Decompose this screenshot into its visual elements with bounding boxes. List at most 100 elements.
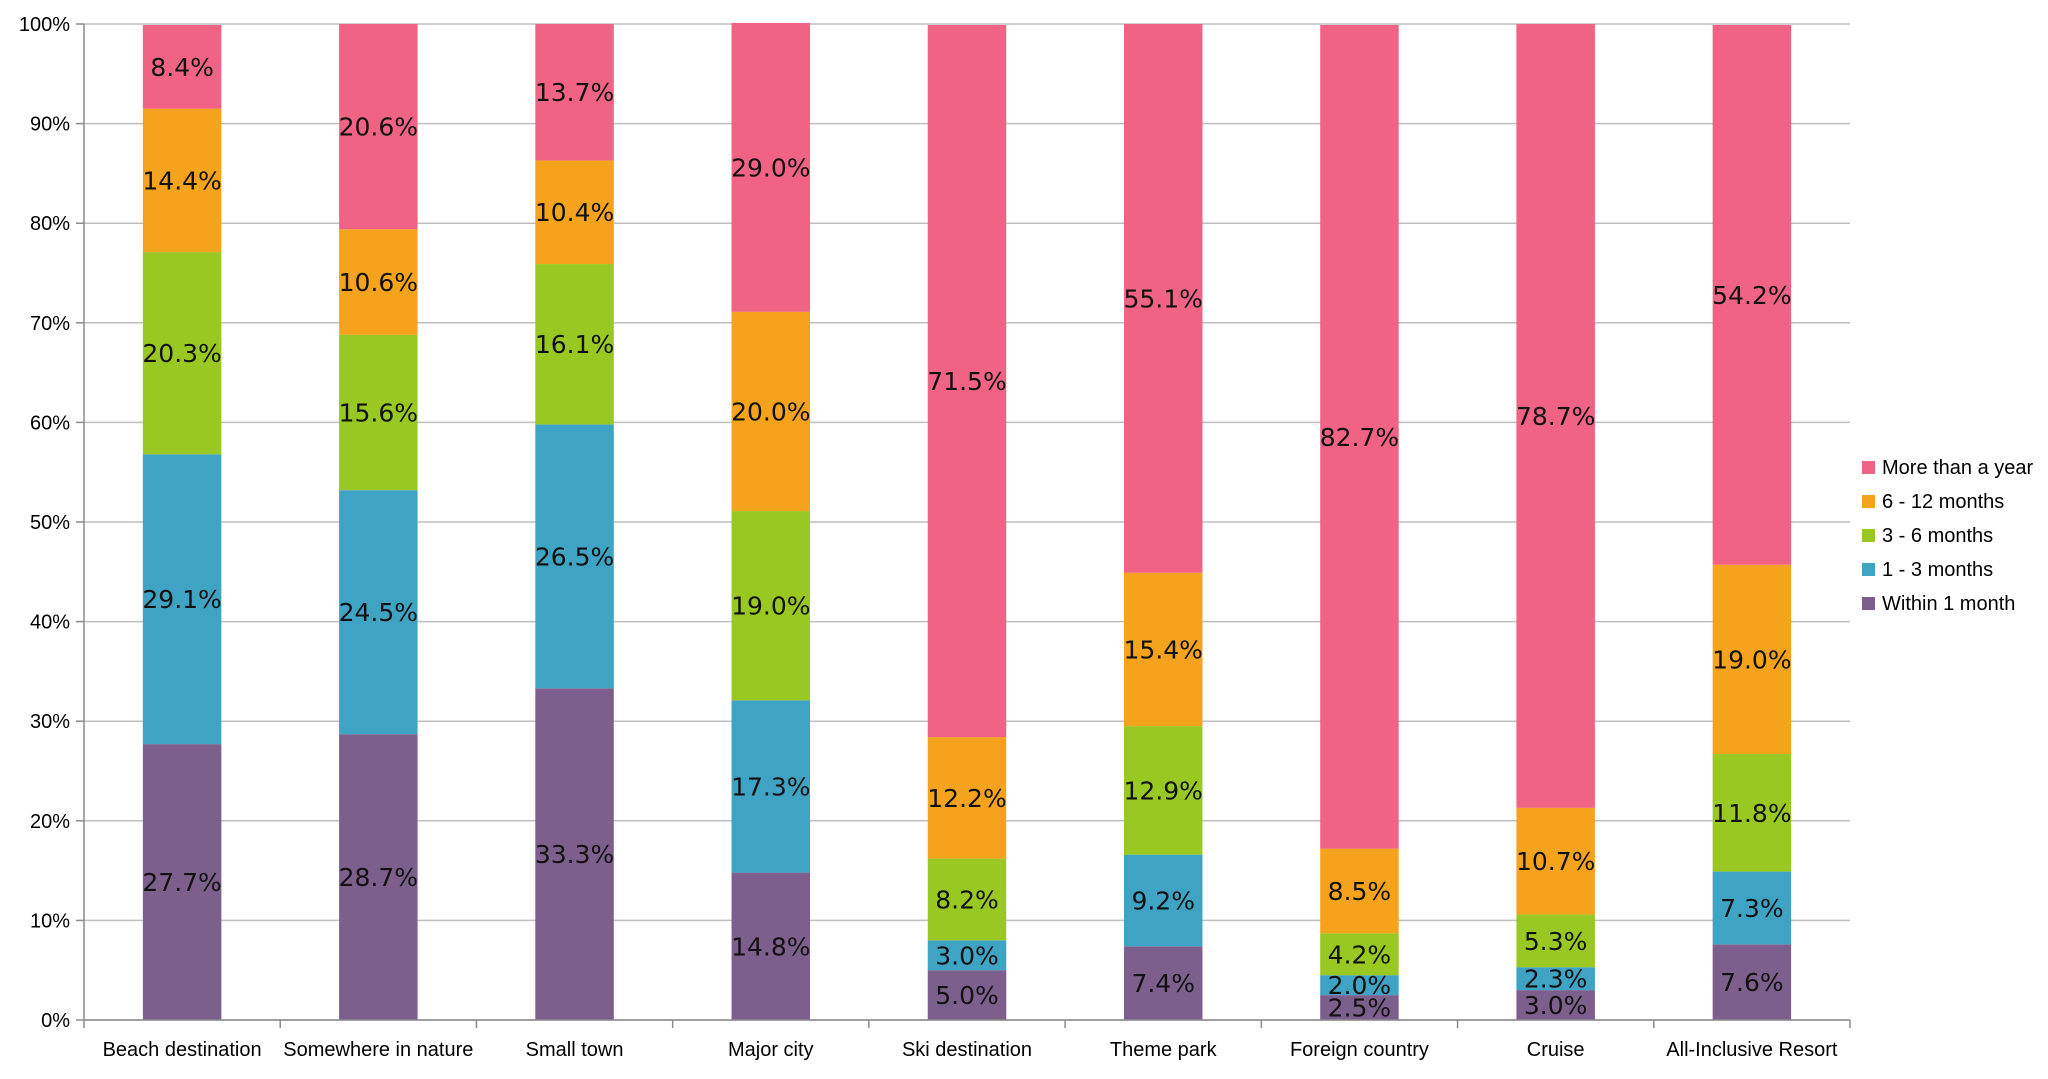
y-tick-label: 80%	[30, 213, 70, 235]
bar-6-12-months-foreign-country	[1320, 848, 1399, 934]
bar-1-3-months-all-inclusive-resort	[1712, 871, 1792, 945]
data-label-3-6-months-ski-destination: 8.2%	[935, 885, 999, 914]
data-label-3-6-months-major-city: 19.0%	[731, 592, 810, 621]
bar-more-than-a-year-cruise	[1516, 24, 1595, 808]
bar-3-6-months-beach-destination	[142, 252, 222, 455]
y-tick-label: 90%	[30, 114, 70, 136]
data-label-within-1-month-cruise: 3.0%	[1524, 991, 1588, 1020]
y-tick-label: 0%	[41, 1010, 70, 1032]
data-label-6-12-months-beach-destination: 14.4%	[142, 166, 221, 195]
data-label-6-12-months-foreign-country: 8.5%	[1328, 877, 1392, 906]
data-label-within-1-month-major-city: 14.8%	[731, 932, 810, 961]
data-label-within-1-month-all-inclusive-resort: 7.6%	[1720, 968, 1784, 997]
bar-6-12-months-small-town	[535, 160, 614, 265]
bar-within-1-month-beach-destination	[142, 744, 222, 1020]
data-label-3-6-months-somewhere-in-nature: 15.6%	[339, 398, 418, 427]
data-label-6-12-months-cruise: 10.7%	[1516, 847, 1595, 876]
x-axis: Beach destination Somewhere in nature Smal…	[83, 1019, 1851, 1061]
bar-more-than-a-year-foreign-country	[1320, 24, 1399, 849]
x-category-label: Major city	[728, 1039, 814, 1061]
bar-3-6-months-small-town	[535, 264, 614, 425]
x-category-label: Theme park	[1110, 1039, 1218, 1061]
legend-swatch-more-than-a-year	[1862, 461, 1875, 474]
data-label-within-1-month-ski-destination: 5.0%	[935, 981, 999, 1010]
bar-1-3-months-beach-destination	[142, 454, 222, 745]
bar-3-6-months-theme-park	[1123, 726, 1203, 855]
bar-6-12-months-beach-destination	[142, 108, 222, 253]
legend-label-more-than-a-year: More than a year	[1882, 457, 2034, 479]
y-tick-label: 60%	[30, 412, 70, 434]
bar-within-1-month-cruise	[1516, 990, 1595, 1020]
bar-within-1-month-foreign-country	[1320, 995, 1399, 1020]
bar-within-1-month-all-inclusive-resort	[1712, 944, 1792, 1020]
bar-within-1-month-theme-park	[1123, 946, 1203, 1020]
legend-swatch-1-3-months	[1862, 563, 1875, 576]
data-label-6-12-months-ski-destination: 12.2%	[927, 784, 1006, 813]
legend-swatch-6-12-months	[1862, 495, 1875, 508]
data-label-more-than-a-year-ski-destination: 71.5%	[927, 367, 1006, 396]
bar-3-6-months-foreign-country	[1320, 933, 1399, 976]
data-label-6-12-months-all-inclusive-resort: 19.0%	[1712, 645, 1791, 674]
bar-6-12-months-all-inclusive-resort	[1712, 564, 1792, 755]
data-label-3-6-months-beach-destination: 20.3%	[142, 339, 221, 368]
x-category-label: Small town	[526, 1039, 624, 1061]
bar-within-1-month-small-town	[535, 688, 614, 1020]
bar-1-3-months-foreign-country	[1320, 975, 1399, 996]
data-label-more-than-a-year-major-city: 29.0%	[731, 153, 810, 182]
x-category-label: Somewhere in nature	[283, 1039, 473, 1061]
data-label-within-1-month-theme-park: 7.4%	[1131, 969, 1195, 998]
bar-6-12-months-ski-destination	[927, 737, 1007, 859]
bar-1-3-months-small-town	[535, 424, 614, 689]
y-tick-label: 70%	[30, 313, 70, 335]
x-category-label: Cruise	[1527, 1039, 1585, 1061]
x-category-label: All-Inclusive Resort	[1666, 1039, 1838, 1061]
y-tick-label: 40%	[30, 612, 70, 634]
y-tick-label: 50%	[30, 512, 70, 534]
data-label-1-3-months-all-inclusive-resort: 7.3%	[1720, 894, 1784, 923]
data-label-1-3-months-small-town: 26.5%	[535, 542, 614, 571]
legend-label-3-6-months: 3 - 6 months	[1882, 525, 1993, 547]
data-label-3-6-months-cruise: 5.3%	[1524, 927, 1588, 956]
bar-6-12-months-cruise	[1516, 807, 1595, 915]
bar-1-3-months-major-city	[731, 700, 811, 873]
legend-label-6-12-months: 6 - 12 months	[1882, 491, 2004, 513]
bar-3-6-months-major-city	[731, 511, 811, 701]
data-label-more-than-a-year-cruise: 78.7%	[1516, 402, 1595, 431]
bar-more-than-a-year-all-inclusive-resort	[1712, 24, 1792, 565]
data-label-within-1-month-beach-destination: 27.7%	[142, 868, 221, 897]
y-axis: 0% 10% 20% 30% 40% 50% 60% 70% 80% 90% 100%	[19, 14, 85, 1032]
bar-1-3-months-somewhere-in-nature	[339, 490, 418, 735]
bar-6-12-months-theme-park	[1123, 572, 1203, 727]
bar-more-than-a-year-major-city	[731, 23, 811, 312]
bar-more-than-a-year-theme-park	[1123, 24, 1203, 573]
data-label-6-12-months-theme-park: 15.4%	[1124, 635, 1203, 664]
data-label-3-6-months-small-town: 16.1%	[535, 330, 614, 359]
data-label-3-6-months-all-inclusive-resort: 11.8%	[1712, 799, 1791, 828]
bar-6-12-months-somewhere-in-nature	[339, 229, 418, 335]
data-labels: 27.7% 29.1% 20.3% 14.4% 8.4% 28.7% 24.5% 15.6% 1…	[142, 53, 1791, 1023]
legend-label-1-3-months: 1 - 3 months	[1882, 559, 1993, 581]
data-label-1-3-months-foreign-country: 2.0%	[1328, 971, 1392, 1000]
bar-more-than-a-year-beach-destination	[142, 24, 222, 109]
bar-more-than-a-year-ski-destination	[927, 24, 1007, 738]
x-category-label: Foreign country	[1290, 1039, 1429, 1061]
y-tick-label: 10%	[30, 910, 70, 932]
bar-3-6-months-cruise	[1516, 914, 1595, 968]
data-label-1-3-months-beach-destination: 29.1%	[142, 585, 221, 614]
bars	[142, 23, 1792, 1020]
data-label-within-1-month-somewhere-in-nature: 28.7%	[339, 863, 418, 892]
data-label-1-3-months-theme-park: 9.2%	[1131, 886, 1195, 915]
y-tick-label: 20%	[30, 811, 70, 833]
data-label-1-3-months-ski-destination: 3.0%	[935, 941, 999, 970]
bar-more-than-a-year-somewhere-in-nature	[339, 24, 418, 230]
legend-swatch-3-6-months	[1862, 529, 1875, 542]
data-label-more-than-a-year-foreign-country: 82.7%	[1320, 423, 1399, 452]
data-label-6-12-months-small-town: 10.4%	[535, 198, 614, 227]
bar-1-3-months-theme-park	[1123, 854, 1203, 947]
y-tick-label: 30%	[30, 711, 70, 733]
legend: More than a year 6 - 12 months 3 - 6 month…	[1862, 457, 2034, 615]
bar-1-3-months-cruise	[1516, 967, 1595, 991]
data-label-3-6-months-theme-park: 12.9%	[1124, 776, 1203, 805]
data-label-within-1-month-foreign-country: 2.5%	[1328, 994, 1392, 1023]
